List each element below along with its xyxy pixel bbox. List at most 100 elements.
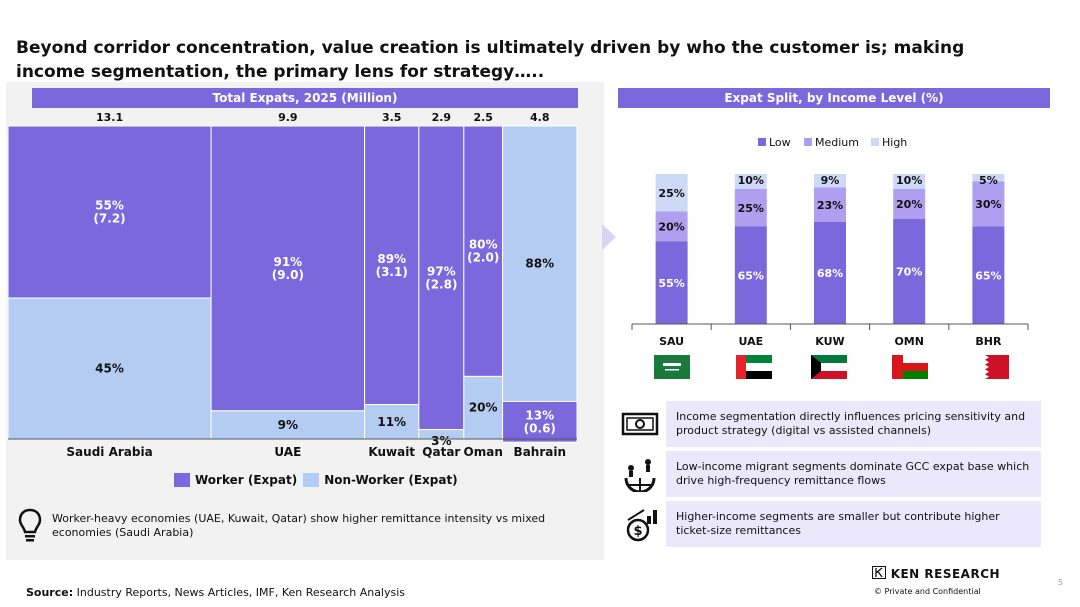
mekko-label-worker-1: 91% (9.0) xyxy=(272,255,304,282)
confidential-note: © Private and Confidential xyxy=(874,587,981,596)
mekko-total-5: 4.8 xyxy=(530,111,550,124)
mekko-total-3: 2.9 xyxy=(432,111,452,124)
income-bar-medium-2 xyxy=(814,187,846,222)
income-bar-label-high-2: 9% xyxy=(821,174,840,187)
legend-label-nonworker: Non-Worker (Expat) xyxy=(324,473,458,487)
income-bar-label-medium-0: 20% xyxy=(658,221,684,234)
mekko-category-4: Oman xyxy=(464,445,503,459)
income-category-3: OMN xyxy=(894,335,924,348)
income-banner: Expat Split, by Income Level (%) xyxy=(618,88,1050,108)
mekko-category-5: Bahrain xyxy=(514,445,566,459)
mekko-segment-worker-0 xyxy=(7,125,212,299)
income-bar-label-medium-2: 23% xyxy=(817,199,843,212)
mekko-category-2: Kuwait xyxy=(368,445,415,459)
mekko-segment-worker-4 xyxy=(463,125,504,377)
income-bar-label-high-4: 5% xyxy=(979,174,998,187)
mekko-legend: Worker (Expat) Non-Worker (Expat) xyxy=(174,473,458,487)
legend-swatch-nonworker xyxy=(303,473,320,487)
mekko-segment-nonworker-0 xyxy=(7,297,212,440)
income-legend-label-2: High xyxy=(882,136,907,149)
info-box-2: Low-income migrant segments dominate GCC… xyxy=(666,451,1041,497)
mekko-segment-worker-3 xyxy=(418,125,465,431)
income-bar-high-4 xyxy=(972,174,1005,182)
income-bar-high-0 xyxy=(655,174,688,212)
income-bar-label-low-1: 65% xyxy=(738,269,764,282)
mekko-label-worker-0: 55% (7.2) xyxy=(93,199,125,226)
mekko-total-1: 9.9 xyxy=(278,111,298,124)
income-bar-low-1 xyxy=(734,226,767,324)
mekko-label-nonworker-4: 20% xyxy=(469,401,498,415)
income-bar-label-low-0: 55% xyxy=(658,277,684,290)
legend-swatch-worker xyxy=(174,473,190,487)
dollar-growth-icon: $ xyxy=(626,509,657,542)
mekko-label-worker-4: 80% (2.0) xyxy=(467,238,499,265)
kuwait-flag-icon xyxy=(811,355,847,379)
income-bar-high-1 xyxy=(734,174,767,189)
income-bar-high-2 xyxy=(814,174,846,188)
brand-logo: KEN RESEARCH xyxy=(872,566,1000,581)
money-icon xyxy=(621,412,659,436)
income-bar-label-high-1: 10% xyxy=(738,174,764,187)
chevron-right-icon xyxy=(602,224,616,250)
insight-note-text: Worker-heavy economies (UAE, Kuwait, Qat… xyxy=(52,512,546,539)
mekko-total-0: 13.1 xyxy=(96,111,123,124)
page-number: 5 xyxy=(1058,578,1064,587)
source-line: Source: Industry Reports, News Articles,… xyxy=(26,586,405,599)
mekko-banner: Total Expats, 2025 (Million) xyxy=(32,88,578,108)
income-legend-label-1: Medium xyxy=(815,136,859,149)
source-label: Source: xyxy=(26,586,74,599)
mekko-category-1: UAE xyxy=(274,445,301,459)
mekko-label-nonworker-1: 9% xyxy=(278,418,298,432)
oman-flag-icon xyxy=(892,355,928,379)
mekko-segment-worker-5 xyxy=(502,400,578,443)
svg-text:$: $ xyxy=(633,524,642,539)
insight-note: Worker-heavy economies (UAE, Kuwait, Qat… xyxy=(18,508,598,544)
income-legend-swatch-1 xyxy=(804,138,812,146)
income-bar-low-0 xyxy=(655,241,688,324)
mekko-label-nonworker-3: 3% xyxy=(431,434,451,448)
mekko-label-worker-3: 97% (2.8) xyxy=(425,264,457,291)
income-bar-medium-0 xyxy=(655,211,688,242)
mekko-label-nonworker-2: 11% xyxy=(377,415,406,429)
mekko-label-nonworker-5: 88% xyxy=(525,257,554,271)
legend-label-worker: Worker (Expat) xyxy=(195,473,298,487)
income-bar-high-3 xyxy=(893,174,926,189)
income-category-1: UAE xyxy=(738,335,763,348)
mekko-category-3: Qatar xyxy=(422,445,460,459)
income-bar-low-3 xyxy=(893,219,926,324)
income-bar-label-high-3: 10% xyxy=(896,174,922,187)
info-box-1: Income segmentation directly influences … xyxy=(666,401,1041,447)
mekko-segment-worker-1 xyxy=(210,125,366,412)
mekko-label-worker-5: 13% (0.6) xyxy=(524,408,556,435)
mekko-category-0: Saudi Arabia xyxy=(66,445,152,459)
income-category-4: BHR xyxy=(975,335,1002,348)
brand-text: KEN RESEARCH xyxy=(890,567,1001,581)
mekko-segment-nonworker-2 xyxy=(364,404,420,440)
income-legend-label-0: Low xyxy=(769,136,791,149)
income-bar-label-medium-3: 20% xyxy=(896,198,922,211)
income-bar-medium-4 xyxy=(972,181,1005,227)
income-bar-medium-1 xyxy=(734,189,767,227)
info-box-3: Higher-income segments are smaller but c… xyxy=(666,501,1041,547)
income-bar-low-2 xyxy=(814,222,846,324)
income-legend-swatch-0 xyxy=(758,138,766,146)
income-bar-label-medium-1: 25% xyxy=(738,202,764,215)
mekko-label-nonworker-0: 45% xyxy=(95,362,124,376)
income-bar-label-high-0: 25% xyxy=(658,187,684,200)
page-title: Beyond corridor concentration, value cre… xyxy=(16,38,965,82)
income-bar-label-low-3: 70% xyxy=(896,266,922,279)
income-category-0: SAU xyxy=(659,335,684,348)
income-category-2: KUW xyxy=(815,335,844,348)
mekko-segment-nonworker-5 xyxy=(502,125,578,402)
bahrain-flag-icon xyxy=(973,355,1009,379)
mekko-segment-worker-2 xyxy=(364,125,420,406)
income-bar-label-medium-4: 30% xyxy=(975,198,1001,211)
mekko-label-worker-2: 89% (3.1) xyxy=(376,252,408,279)
global-people-icon xyxy=(624,459,656,492)
saudi-flag-icon xyxy=(654,355,690,379)
mekko-total-2: 3.5 xyxy=(382,111,402,124)
income-bar-medium-3 xyxy=(893,189,926,219)
income-bar-label-low-4: 65% xyxy=(975,269,1001,282)
